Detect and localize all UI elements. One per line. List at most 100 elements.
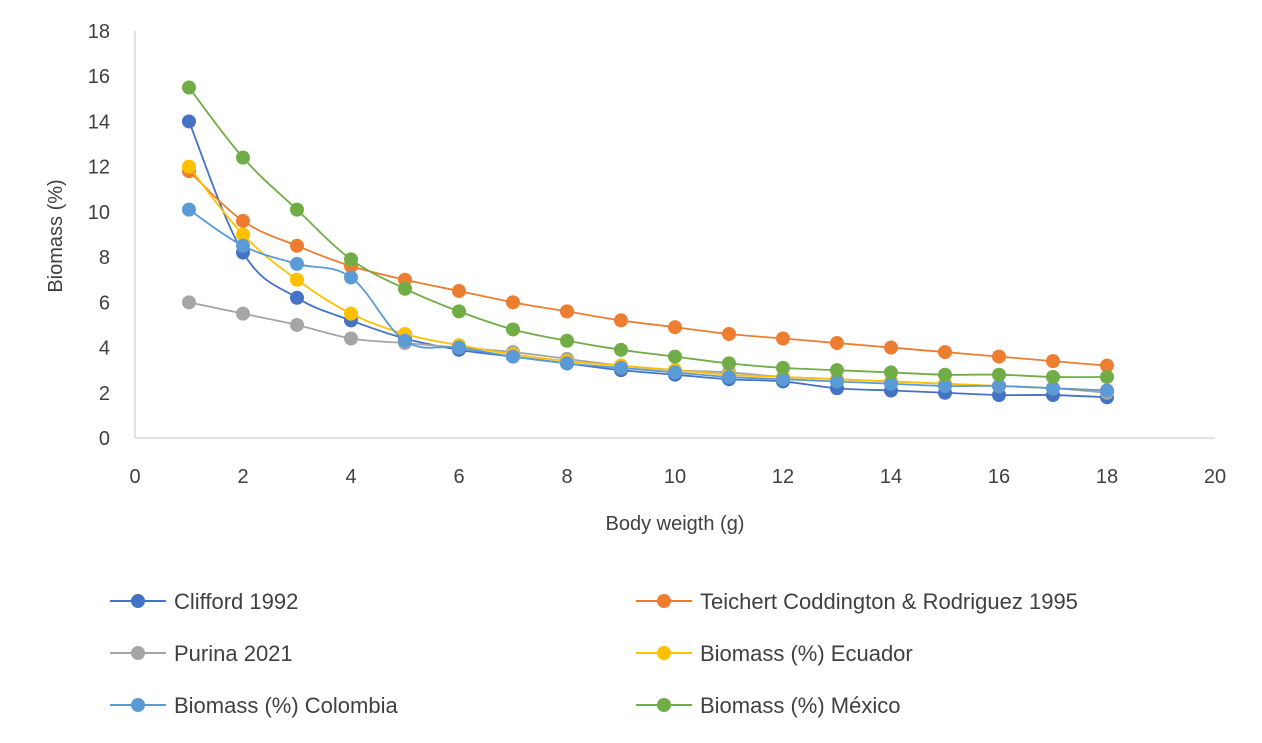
- x-tick-label: 18: [1096, 466, 1118, 488]
- data-point: [182, 295, 196, 310]
- series-layer: [182, 80, 1114, 405]
- x-tick-label: 12: [772, 466, 794, 488]
- y-tick-labels: 0 2 4 6 8 10 12 14 16 18: [88, 21, 110, 450]
- series-0: [182, 114, 1114, 405]
- data-point: [182, 80, 196, 95]
- x-tick-label: 8: [561, 466, 572, 488]
- data-point: [776, 331, 790, 346]
- legend-label: Biomass (%) Ecuador: [700, 641, 913, 666]
- data-point: [722, 326, 736, 341]
- data-point: [614, 313, 628, 328]
- data-point: [344, 306, 358, 321]
- data-point: [236, 227, 250, 242]
- series-line: [188, 166, 1108, 392]
- data-point: [560, 333, 574, 348]
- data-point: [290, 272, 304, 287]
- legend-label: Clifford 1992: [174, 589, 298, 614]
- y-tick-label: 12: [88, 157, 110, 179]
- legend-marker: [657, 698, 671, 712]
- x-tick-label: 16: [988, 466, 1010, 488]
- series-1: [182, 164, 1114, 373]
- data-point: [236, 238, 250, 253]
- data-point: [290, 290, 304, 305]
- x-tick-label: 2: [237, 466, 248, 488]
- legend-label: Purina 2021: [174, 641, 293, 666]
- series-3: [182, 159, 1114, 398]
- legend-marker: [131, 698, 145, 712]
- data-point: [344, 252, 358, 267]
- x-tick-label: 14: [880, 466, 902, 488]
- data-point: [992, 349, 1006, 364]
- data-point: [344, 331, 358, 346]
- data-point: [1100, 383, 1114, 398]
- series-line: [188, 301, 1108, 394]
- data-point: [614, 360, 628, 375]
- y-tick-label: 8: [99, 247, 110, 269]
- data-point: [776, 360, 790, 375]
- legend: Clifford 1992 Teichert Coddington & Rodri…: [110, 589, 1078, 718]
- data-point: [830, 374, 844, 389]
- data-point: [668, 349, 682, 364]
- legend-marker: [131, 594, 145, 608]
- legend-item: Purina 2021: [110, 641, 293, 666]
- data-point: [884, 340, 898, 355]
- data-point: [830, 336, 844, 351]
- legend-item: Biomass (%) México: [636, 693, 900, 718]
- data-point: [236, 150, 250, 165]
- data-point: [992, 378, 1006, 393]
- legend-label: Teichert Coddington & Rodriguez 1995: [700, 589, 1078, 614]
- data-point: [884, 365, 898, 380]
- series-line: [188, 121, 1108, 399]
- x-tick-label: 20: [1204, 466, 1226, 488]
- y-tick-label: 10: [88, 202, 110, 224]
- data-point: [614, 342, 628, 357]
- data-point: [398, 281, 412, 296]
- data-point: [722, 369, 736, 384]
- legend-item: Biomass (%) Ecuador: [636, 641, 913, 666]
- legend-item: Clifford 1992: [110, 589, 298, 614]
- data-point: [290, 238, 304, 253]
- data-point: [506, 322, 520, 337]
- y-tick-label: 16: [88, 66, 110, 88]
- data-point: [938, 367, 952, 382]
- data-point: [560, 304, 574, 319]
- y-tick-label: 18: [88, 21, 110, 43]
- y-axis-title: Biomass (%): [45, 179, 67, 292]
- y-tick-label: 0: [99, 428, 110, 450]
- legend-label: Biomass (%) Colombia: [174, 693, 398, 718]
- data-point: [776, 372, 790, 387]
- series-5: [182, 80, 1114, 384]
- x-tick-label: 4: [345, 466, 356, 488]
- data-point: [1046, 369, 1060, 384]
- data-point: [290, 256, 304, 271]
- data-point: [938, 345, 952, 360]
- data-point: [182, 202, 196, 217]
- data-point: [1100, 358, 1114, 373]
- data-point: [452, 304, 466, 319]
- legend-marker: [657, 594, 671, 608]
- data-point: [452, 340, 466, 355]
- x-tick-label: 6: [453, 466, 464, 488]
- data-point: [182, 114, 196, 129]
- x-tick-labels: 0 2 4 6 8 10 12 14 16 18 20: [129, 466, 1226, 488]
- y-tick-label: 4: [99, 338, 110, 360]
- data-point: [236, 213, 250, 228]
- data-point: [398, 333, 412, 348]
- data-point: [506, 295, 520, 310]
- data-point: [560, 356, 574, 371]
- x-axis-title: Body weigth (g): [606, 513, 745, 535]
- data-point: [668, 365, 682, 380]
- data-point: [668, 320, 682, 335]
- data-point: [1100, 369, 1114, 384]
- data-point: [992, 367, 1006, 382]
- x-tick-label: 0: [129, 466, 140, 488]
- y-tick-label: 2: [99, 383, 110, 405]
- data-point: [344, 270, 358, 285]
- data-point: [884, 376, 898, 391]
- data-point: [290, 202, 304, 217]
- data-point: [236, 306, 250, 321]
- data-point: [1046, 354, 1060, 369]
- y-tick-label: 6: [99, 292, 110, 314]
